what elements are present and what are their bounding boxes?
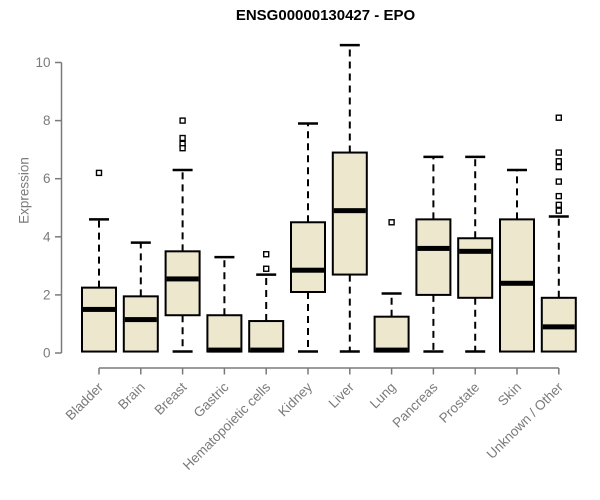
- outlier-point: [555, 149, 562, 156]
- outlier-point: [179, 134, 186, 142]
- outlier-point: [179, 144, 186, 152]
- box-breast: [164, 117, 201, 353]
- outlier-point: [555, 207, 562, 214]
- box-lung: [373, 219, 410, 353]
- median-bar: [459, 248, 492, 254]
- y-axis: 0 2 4 6 8 10: [35, 55, 63, 361]
- median-bar: [83, 306, 115, 312]
- outlier-point: [555, 192, 562, 200]
- outlier-point: [263, 265, 270, 272]
- iqr-box: [81, 286, 117, 353]
- iqr-box: [248, 320, 285, 353]
- box-hematopoietic-cells: [248, 251, 285, 353]
- y-tick-label: 4: [43, 229, 51, 244]
- y-tick-label: 8: [43, 113, 51, 128]
- outlier-point: [179, 117, 186, 124]
- outlier-point: [263, 251, 270, 258]
- iqr-box: [164, 250, 201, 317]
- iqr-box: [290, 221, 326, 293]
- y-tick-label: 0: [43, 346, 51, 361]
- box-brain: [122, 241, 159, 353]
- x-tick-label-lung: Lung: [367, 380, 399, 412]
- x-tick-label-bladder: Bladder: [63, 379, 107, 423]
- outlier-point: [555, 158, 562, 165]
- outlier-point: [95, 169, 103, 177]
- x-tick-label-pancreas: Pancreas: [390, 379, 441, 430]
- outlier-point: [555, 114, 562, 121]
- x-tick-label-brain: Brain: [115, 380, 148, 413]
- box-liver: [331, 43, 368, 353]
- box-skin: [499, 168, 535, 353]
- x-tick-label-gastric: Gastric: [191, 379, 232, 420]
- iqr-box: [457, 237, 494, 299]
- median-bar: [124, 317, 157, 323]
- iqr-box: [122, 295, 159, 353]
- chart-title: ENSG00000130427 - EPO: [235, 7, 416, 24]
- median-bar: [166, 276, 199, 282]
- iqr-box: [331, 151, 368, 276]
- x-tick-label-liver: Liver: [326, 379, 358, 411]
- median-bar: [417, 245, 450, 251]
- median-bar: [208, 347, 241, 353]
- box-bladder: [81, 169, 117, 353]
- x-tick-label-skin: Skin: [495, 380, 524, 409]
- box-gastric: [206, 255, 243, 353]
- outlier-point: [555, 201, 562, 209]
- x-tick-label-breast: Breast: [152, 379, 190, 417]
- median-bar: [542, 324, 575, 330]
- box-unknown-other: [540, 114, 577, 353]
- median-bar: [250, 347, 283, 353]
- box-prostate: [457, 155, 494, 353]
- y-tick-label: 2: [43, 287, 51, 302]
- x-tick-label-kidney: Kidney: [275, 379, 315, 419]
- outlier-point: [388, 219, 395, 226]
- box-kidney: [290, 122, 326, 353]
- iqr-box: [206, 314, 243, 353]
- outlier-point: [555, 163, 562, 171]
- x-tick-label-prostate: Prostate: [436, 380, 482, 426]
- outlier-point: [555, 178, 562, 185]
- median-bar: [292, 267, 324, 273]
- y-tick-label: 10: [35, 55, 50, 70]
- boxes: [81, 43, 577, 353]
- median-bar: [333, 208, 366, 214]
- iqr-box: [415, 218, 452, 296]
- median-bar: [501, 280, 533, 286]
- x-tick-label-unknown-other: Unknown / Other: [484, 379, 567, 462]
- y-tick-label: 6: [43, 171, 51, 186]
- box-pancreas: [415, 155, 452, 353]
- iqr-box: [373, 315, 410, 353]
- median-bar: [375, 347, 408, 353]
